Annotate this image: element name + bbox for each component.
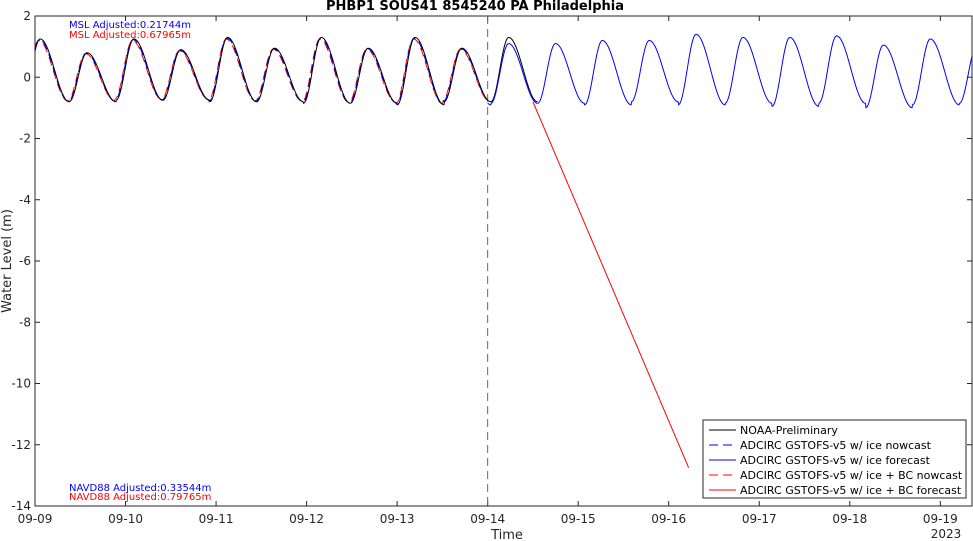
chart-title: PHBP1 SOUS41 8545240 PA Philadelphia — [326, 0, 624, 14]
x-axis-title: Time — [490, 528, 523, 541]
x-tick-label: 09-19 — [923, 512, 958, 526]
legend-label: ADCIRC GSTOFS-v5 w/ ice nowcast — [740, 439, 932, 452]
y-tick-label: -12 — [11, 438, 31, 452]
legend-label: ADCIRC GSTOFS-v5 w/ ice forecast — [740, 454, 931, 467]
y-tick-label: -14 — [11, 499, 31, 513]
x-tick-label: 09-14 — [470, 512, 505, 526]
navd88-adjusted-red: NAVD88 Adjusted:0.79765m — [69, 492, 211, 503]
x-tick-label: 09-10 — [108, 512, 143, 526]
x-tick-label: 09-13 — [380, 512, 415, 526]
y-tick-label: 0 — [23, 70, 31, 84]
x-tick-label: 09-18 — [832, 512, 867, 526]
x-tick-label: 09-09 — [18, 512, 53, 526]
x-tick-label: 09-12 — [289, 512, 324, 526]
y-tick-label: 2 — [23, 9, 31, 23]
msl-adjusted-red: MSL Adjusted:0.67965m — [69, 30, 191, 41]
y-tick-label: -10 — [11, 377, 31, 391]
x-tick-label: 09-16 — [651, 512, 686, 526]
legend-label: NOAA-Preliminary — [740, 424, 838, 437]
navd88-adjusted-blue: NAVD88 Adjusted:0.33544m — [69, 483, 211, 494]
y-tick-label: -8 — [19, 315, 31, 329]
legend-label: ADCIRC GSTOFS-v5 w/ ice + BC forecast — [740, 484, 962, 497]
y-tick-label: -2 — [19, 132, 31, 146]
series-ice-forecast-line — [487, 33, 973, 109]
y-tick-label: -4 — [19, 193, 31, 207]
chart-legend: NOAA-Preliminary ADCIRC GSTOFS-v5 w/ ice … — [702, 419, 967, 499]
year-label: 2023 — [931, 527, 962, 541]
msl-adjusted-blue: MSL Adjusted:0.21744m — [69, 20, 191, 31]
series-ice-bc-forecast-line — [532, 101, 690, 468]
legend-label: ADCIRC GSTOFS-v5 w/ ice + BC nowcast — [740, 469, 963, 482]
x-tick-label: 09-15 — [561, 512, 596, 526]
y-axis-title: Water Level (m) — [0, 209, 15, 313]
x-tick-label: 09-11 — [199, 512, 234, 526]
x-tick-label: 09-17 — [742, 512, 777, 526]
y-tick-label: -6 — [19, 254, 31, 268]
series-noaa-preliminary-line — [34, 36, 538, 106]
